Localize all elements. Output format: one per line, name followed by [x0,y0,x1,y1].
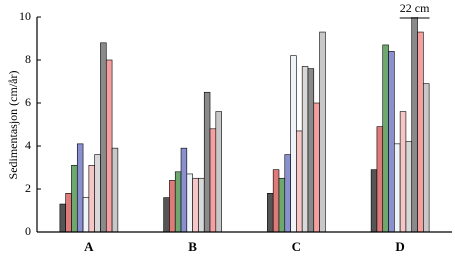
bar [301,66,309,233]
bar [94,154,101,233]
bar [209,128,217,233]
bar [82,197,90,233]
bar [370,169,378,233]
bar [111,147,119,233]
bar [290,55,297,233]
bar [319,31,326,233]
bar [163,197,170,233]
bar [169,180,176,233]
bar [417,31,424,233]
bar [215,111,222,233]
x-tick-label: D [395,239,404,254]
x-tick-label: B [188,239,197,254]
bar [180,147,188,233]
bar [411,17,418,233]
bar [88,165,95,233]
y-tick-label: 4 [25,138,31,152]
bar [198,177,205,233]
bar [388,51,395,233]
bar [59,203,66,233]
bar [100,42,107,233]
y-tick-label: 2 [25,181,31,195]
bar [423,83,430,233]
y-tick-label: 10 [19,9,31,23]
bar [186,173,193,233]
y-tick-label: 8 [25,52,31,66]
y-tick-label: 0 [25,224,31,238]
bar [203,91,211,233]
bar [278,177,286,233]
x-tick-label: A [84,239,94,254]
bar [174,171,182,233]
bar [65,193,72,233]
bar [405,141,413,233]
y-axis-label: Sedimentasjon (cm/år) [6,71,20,180]
bar [284,154,291,233]
bar [272,169,280,233]
bar [307,68,315,233]
bar [267,193,274,233]
bar [313,102,320,233]
bars [59,17,430,233]
bar [296,130,303,233]
bar [71,165,78,233]
bar [76,143,84,233]
bar [105,59,113,233]
x-tick-label: C [292,239,301,254]
bar [399,111,407,233]
bar [394,143,401,233]
bar [382,44,389,233]
bar [192,177,199,233]
annotation: 22 cm [400,1,430,15]
bar [376,126,384,233]
y-tick-label: 6 [25,95,31,109]
